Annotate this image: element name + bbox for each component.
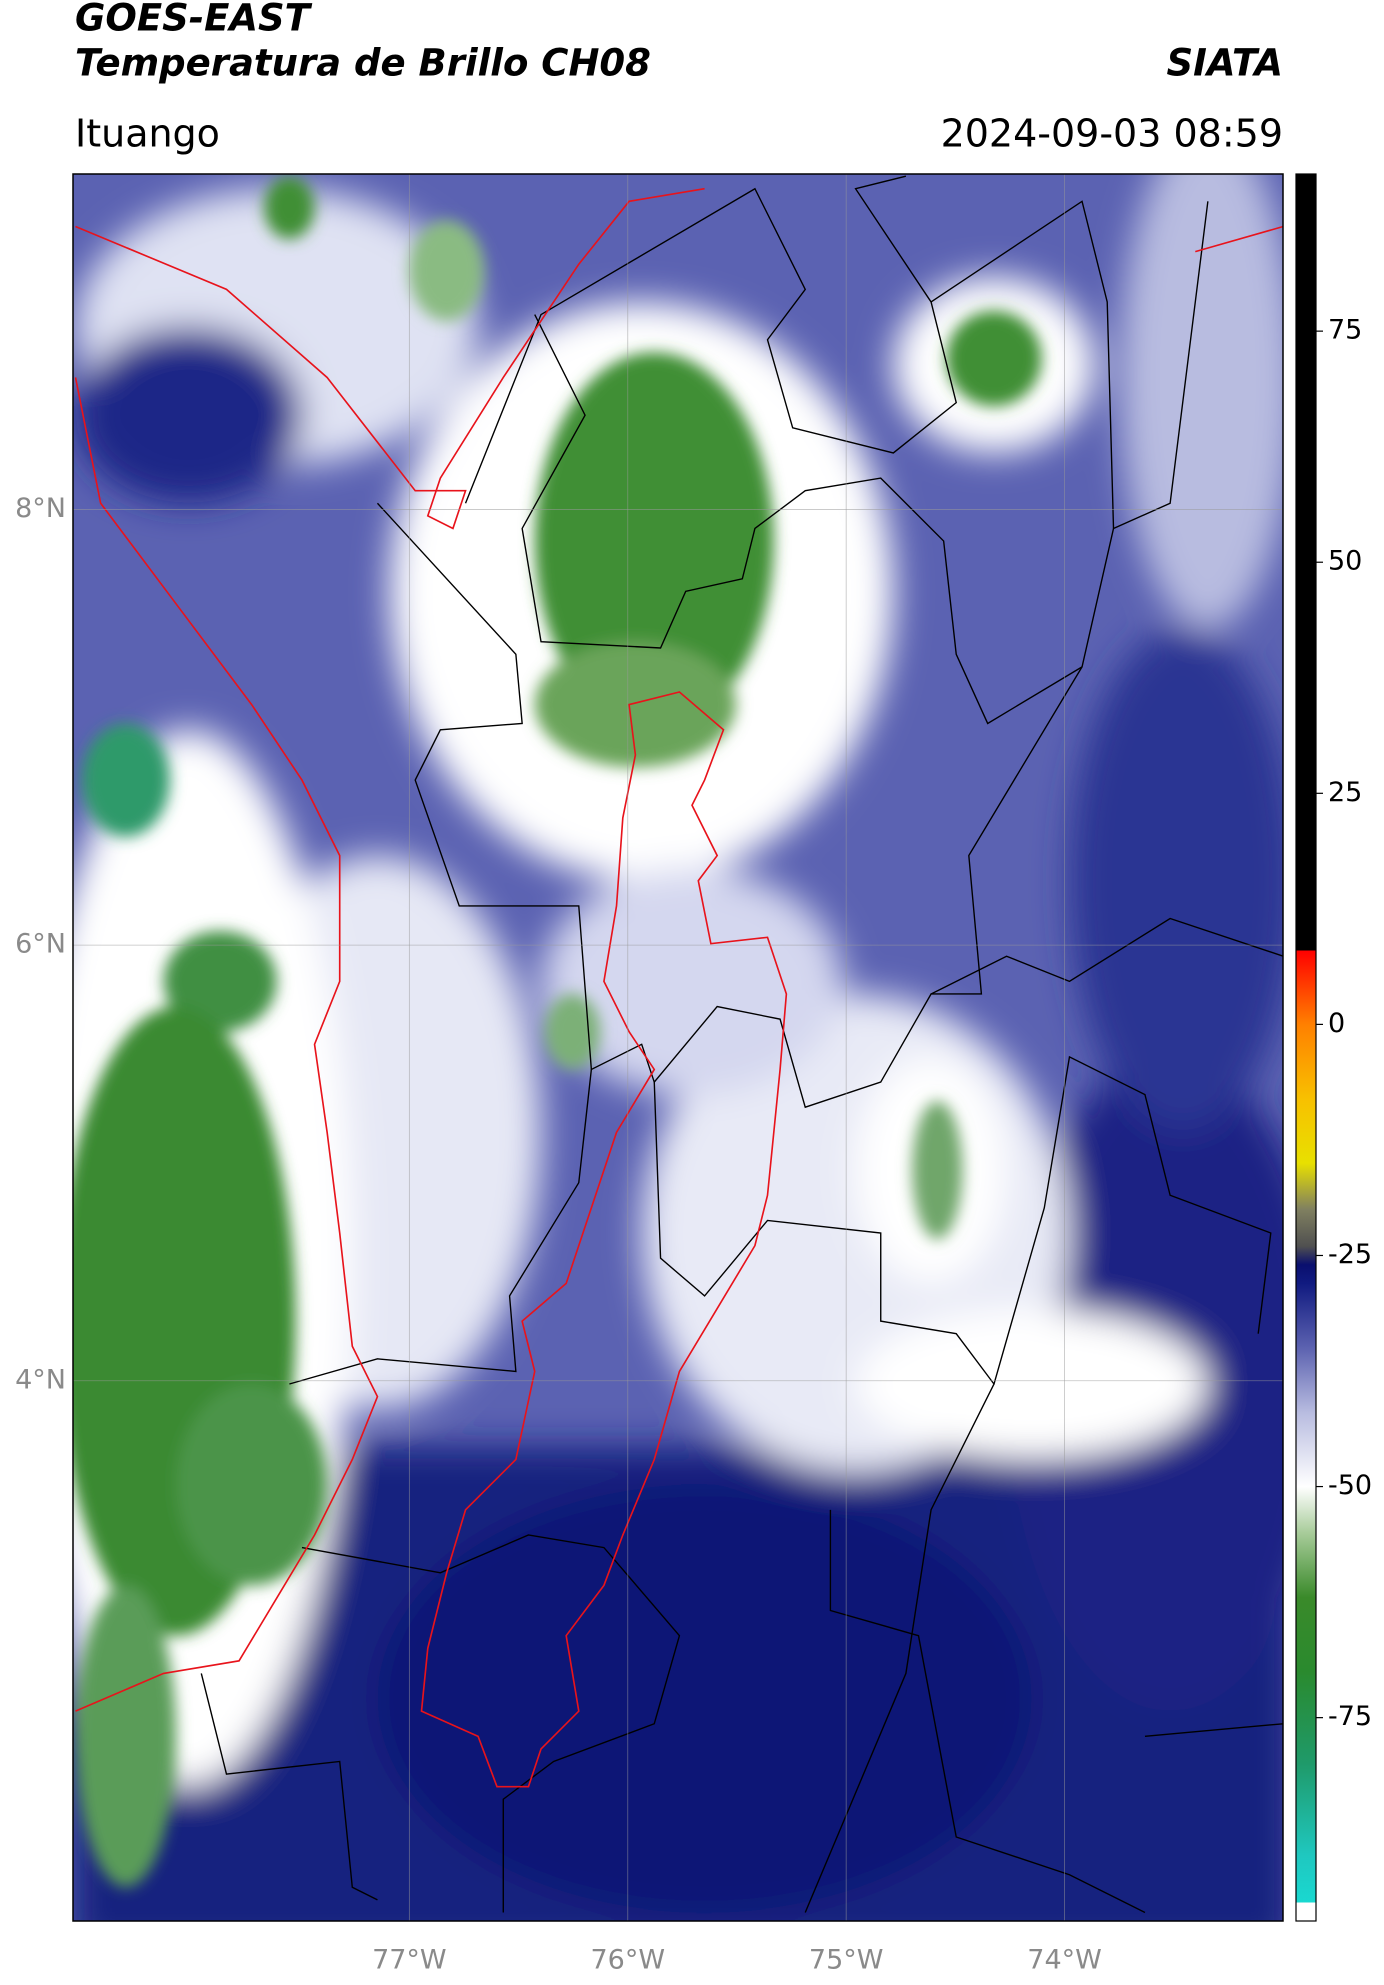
lat-label: 6°N	[15, 929, 66, 960]
colorbar-tick-label: -50	[1328, 1470, 1372, 1501]
lat-label: 4°N	[15, 1364, 66, 1395]
colorbar-tick-label: -75	[1328, 1701, 1372, 1732]
timestamp: 2024-09-03 08:59	[941, 112, 1283, 156]
title-line2: Temperatura de Brillo CH08	[75, 42, 651, 85]
org: SIATA	[1166, 42, 1283, 85]
coast-and-basin	[74, 187, 1283, 1788]
lat-label: 8°N	[15, 493, 66, 524]
satellite-image	[73, 174, 1283, 1921]
lon-label: 75°W	[809, 1945, 884, 1976]
location: Ituango	[75, 112, 220, 156]
lon-label: 76°W	[590, 1945, 665, 1976]
colorbar	[1295, 173, 1317, 1922]
colorbar-tick-label: 75	[1328, 315, 1362, 346]
colorbar-tick-label: 0	[1328, 1008, 1345, 1039]
colorbar-tick-label: 25	[1328, 777, 1362, 808]
map-frame	[72, 173, 1284, 1922]
boundaries	[200, 175, 1283, 1914]
lon-label: 77°W	[372, 1945, 447, 1976]
colorbar-tick-label: -25	[1328, 1239, 1372, 1270]
lon-label: 74°W	[1027, 1945, 1102, 1976]
title-line1: GOES-EAST	[75, 0, 313, 40]
colorbar-tick-label: 50	[1328, 546, 1362, 577]
map-axes: 77°W 76°W 75°W 74°W 4°N 6°N 8°N	[15, 174, 1283, 1976]
